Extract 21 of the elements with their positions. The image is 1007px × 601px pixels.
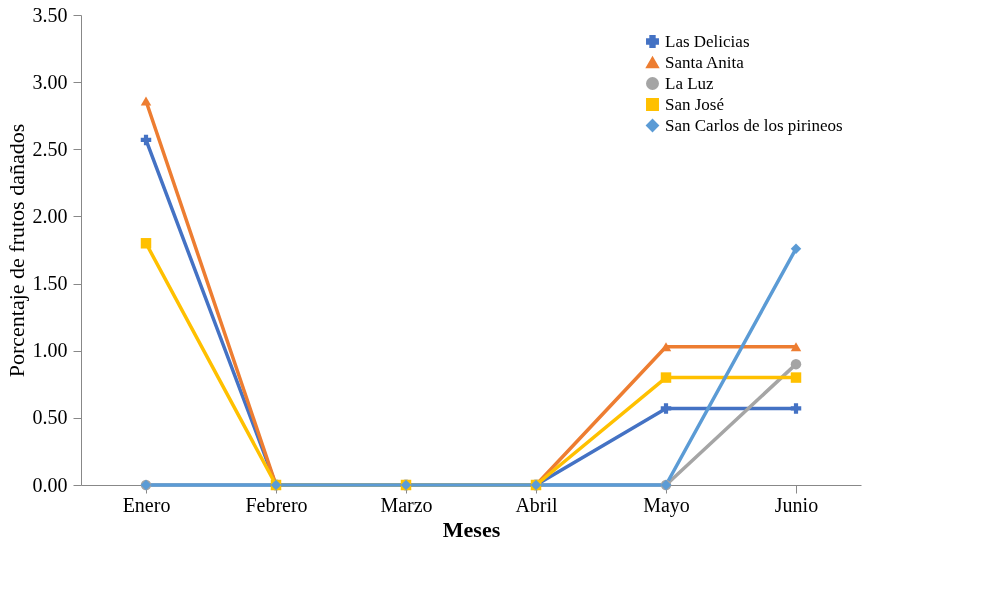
y-tick-label: 0.00 <box>32 473 68 496</box>
legend-label: Las Delicias <box>665 31 750 51</box>
y-tick-label: 1.00 <box>32 339 68 362</box>
legend-label: San Carlos de los pirineos <box>665 115 843 135</box>
legend-label: La Luz <box>665 73 715 93</box>
y-tick-label: 0.50 <box>32 406 68 429</box>
x-tick-label: Marzo <box>380 493 433 516</box>
y-tick-label: 3.00 <box>32 70 68 93</box>
legend-label: San José <box>665 94 725 114</box>
x-tick-label: Abril <box>515 493 559 516</box>
y-axis-title: Porcentaje de frutos dañados <box>3 123 29 378</box>
x-tick-label: Mayo <box>643 493 690 517</box>
x-axis-title: Meses <box>442 516 501 542</box>
y-tick-label: 2.50 <box>32 137 68 160</box>
x-tick-label: Junio <box>774 493 819 516</box>
y-tick-label: 3.50 <box>32 3 68 26</box>
y-tick-label: 1.50 <box>32 272 68 295</box>
x-tick-label: Febrero <box>245 493 308 516</box>
y-tick-label: 2.00 <box>32 204 68 227</box>
legend-label: Santa Anita <box>665 52 745 72</box>
x-tick-label: Enero <box>122 493 171 516</box>
